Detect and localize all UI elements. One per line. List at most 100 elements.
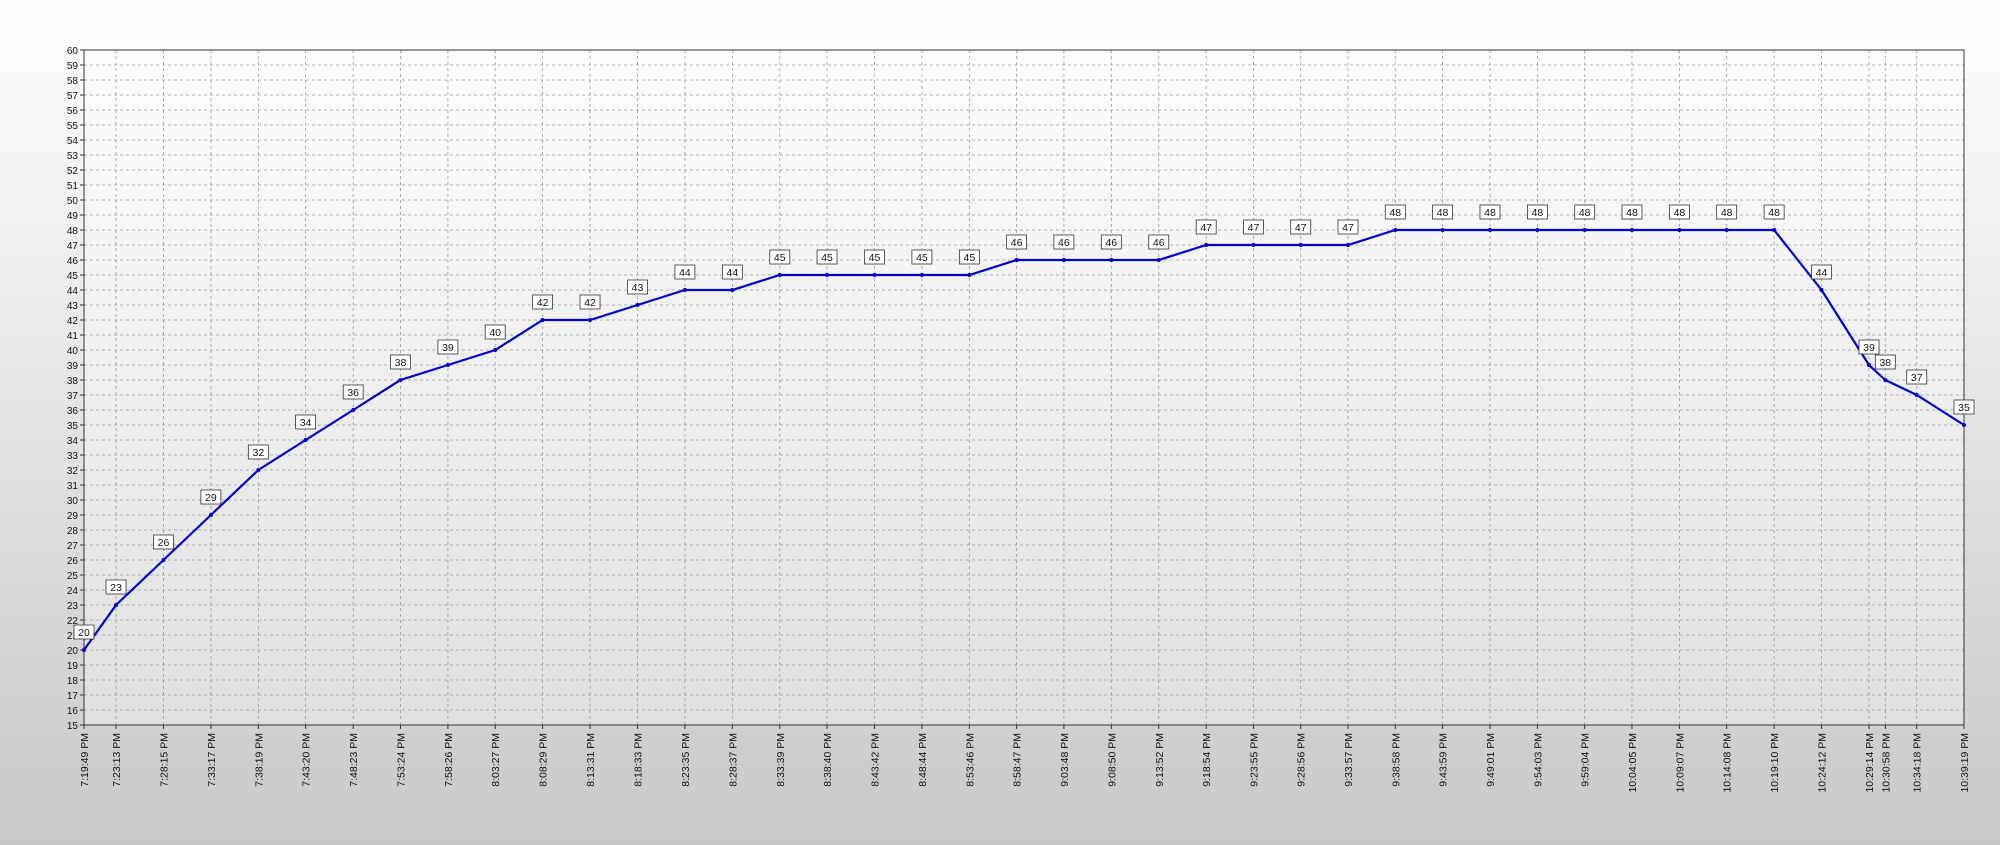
x-tick-label: 9:54:03 PM	[1532, 733, 1544, 787]
y-tick-label: 41	[67, 331, 79, 342]
x-tick-label: 8:43:42 PM	[869, 733, 881, 787]
value-label-box	[1953, 399, 1975, 415]
point	[1346, 243, 1351, 247]
y-tick-label: 50	[67, 196, 79, 207]
value-label: 47	[1248, 222, 1260, 234]
value-label: 39	[1863, 342, 1875, 354]
value-label-box	[1432, 204, 1453, 220]
value-label: 34	[300, 417, 312, 429]
y-tick-label: 42	[67, 316, 79, 327]
value-label: 48	[1768, 207, 1780, 219]
point	[1298, 243, 1303, 247]
x-tick-label: 8:58:47 PM	[1012, 733, 1024, 787]
x-tick-label: 7:28:15 PM	[158, 733, 170, 787]
value-label-box	[1148, 234, 1170, 250]
value-label: 37	[1911, 372, 1923, 384]
value-label: 35	[1958, 402, 1970, 414]
point	[303, 438, 308, 442]
value-label-box	[73, 624, 95, 640]
y-tick-label: 22	[67, 616, 79, 627]
x-tick-label: 8:03:27 PM	[490, 733, 502, 787]
value-label-box	[1621, 204, 1643, 220]
value-label: 45	[774, 252, 786, 264]
y-tick-label: 48	[67, 226, 79, 237]
value-label: 23	[110, 582, 122, 594]
point	[1440, 228, 1445, 232]
y-tick-label: 23	[67, 601, 79, 612]
y-tick-label: 57	[67, 91, 79, 102]
value-label: 32	[252, 447, 264, 459]
value-label-box	[911, 249, 933, 265]
x-tick-label: 10:29:14 PM	[1864, 733, 1876, 793]
point	[1677, 228, 1682, 232]
y-tick-label: 47	[67, 241, 79, 252]
value-label-box	[1100, 234, 1122, 250]
value-label: 20	[78, 627, 90, 639]
point	[872, 273, 877, 277]
value-label: 39	[442, 342, 454, 354]
value-label-box	[105, 579, 127, 595]
value-label: 44	[679, 267, 691, 279]
value-label-box	[769, 249, 791, 265]
value-label-box	[1811, 264, 1832, 280]
value-label-box	[1384, 204, 1406, 220]
point	[445, 363, 450, 367]
y-tick-label: 15	[67, 721, 79, 732]
point	[540, 318, 545, 322]
y-tick-label: 39	[67, 361, 79, 372]
value-label: 45	[963, 252, 975, 264]
value-label: 42	[537, 297, 549, 309]
point	[777, 273, 782, 277]
y-tick-label: 52	[67, 166, 79, 177]
y-tick-label: 46	[67, 256, 79, 267]
y-tick-label: 60	[67, 46, 79, 57]
value-label-box	[958, 249, 980, 265]
value-label-box	[153, 534, 174, 550]
y-tick-label: 19	[67, 661, 79, 672]
y-tick-label: 16	[67, 706, 79, 717]
plot-area	[84, 50, 1964, 725]
point	[682, 288, 687, 292]
x-tick-label: 8:08:29 PM	[538, 733, 550, 787]
x-tick-label: 7:23:13 PM	[111, 733, 123, 787]
value-label-box	[1716, 204, 1738, 220]
y-tick-label: 26	[67, 556, 79, 567]
point	[82, 648, 86, 652]
value-label-box	[1195, 219, 1217, 235]
value-label-box	[200, 489, 222, 505]
point	[730, 288, 735, 292]
value-label-box	[864, 249, 885, 265]
y-tick-label: 31	[67, 481, 79, 492]
value-label: 42	[584, 297, 596, 309]
point	[1866, 363, 1871, 367]
value-label: 47	[1200, 222, 1212, 234]
point	[1914, 393, 1919, 397]
value-label-box	[1763, 204, 1785, 220]
line	[83, 228, 1965, 651]
x-tick-label: 9:28:56 PM	[1296, 733, 1308, 787]
x-tick-label: 10:09:07 PM	[1674, 733, 1686, 793]
x-tick-label: 7:19:49 PM	[79, 733, 91, 787]
x-tick-label: 10:04:05 PM	[1627, 733, 1639, 793]
plot-border	[83, 49, 1965, 726]
point	[635, 303, 640, 307]
value-label: 46	[1153, 237, 1165, 249]
y-tick-label: 44	[67, 286, 79, 297]
x-tick-label: 7:43:20 PM	[301, 733, 313, 787]
y-tick-label: 38	[67, 376, 79, 387]
value-label: 48	[1721, 207, 1733, 219]
value-label-box	[1669, 204, 1690, 220]
value-label: 38	[395, 357, 407, 369]
point	[919, 273, 924, 277]
point	[1109, 258, 1114, 262]
value-label: 47	[1295, 222, 1307, 234]
value-label-box	[1290, 219, 1312, 235]
point	[161, 558, 166, 562]
x-tick-label: 9:08:50 PM	[1106, 733, 1118, 787]
point	[1724, 228, 1729, 232]
y-tick-label: 37	[67, 391, 79, 402]
point	[588, 318, 593, 322]
point	[1204, 243, 1209, 247]
